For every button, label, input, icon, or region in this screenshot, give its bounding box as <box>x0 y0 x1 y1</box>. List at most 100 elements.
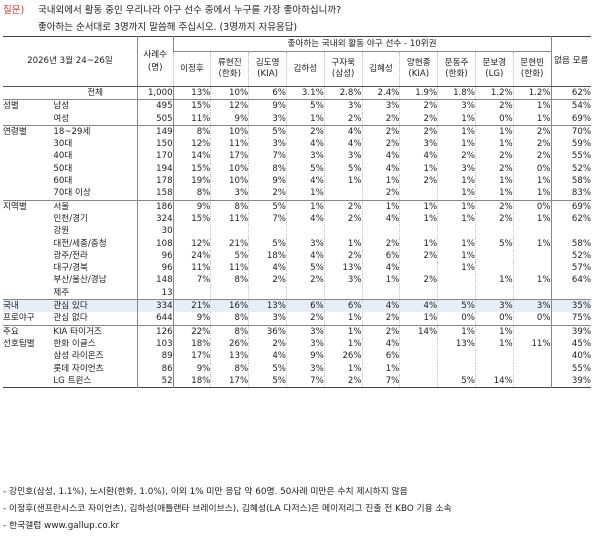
case-count: 334 <box>136 299 174 313</box>
value-cell: 6% <box>361 249 400 263</box>
value-cell: 19% <box>172 175 211 188</box>
value-cell: 1% <box>437 187 476 201</box>
no-answer-cell <box>550 225 591 238</box>
survey-date: 2026년 3월 24~26일 <box>3 36 138 87</box>
table-row: 30대 150 12% 11% 3% 4% 4% 2% 3% 1% 1% 2% 59% <box>3 138 591 151</box>
value-cell: 4% <box>285 249 325 263</box>
value-cell: 3% <box>248 312 287 326</box>
value-cell: 1% <box>512 187 552 201</box>
table-body: 전체 1,000 13% 10% 6% 3.1% 2.8% 2.4% 1.9% 1.8% 1.2% 1… <box>3 85 591 388</box>
value-cell: 1% <box>361 175 400 188</box>
table-row: 70대 이상 158 8% 3% 2% 1% 2% 1% 1% 1% 83% <box>3 187 591 201</box>
value-cell: 1.2% <box>512 85 552 100</box>
value-cell: 2% <box>361 312 400 326</box>
value-cell: 0% <box>512 199 552 213</box>
value-cell <box>172 286 211 300</box>
row-label: 강원 <box>53 226 70 237</box>
value-cell: 1% <box>437 262 476 275</box>
value-cell <box>399 350 438 363</box>
value-cell: 12% <box>172 237 211 250</box>
value-cell: 26% <box>323 350 363 363</box>
value-cell: 2% <box>399 249 438 263</box>
value-cell <box>512 286 552 300</box>
value-cell: 2% <box>399 124 438 139</box>
value-cell: 2.4% <box>361 85 400 100</box>
value-cell: 4% <box>361 150 400 163</box>
question-line-2: 좋아하는 순서대로 3명까지 말씀해 주십시오. (3명까지 자유응답) <box>38 22 298 33</box>
value-cell: 0% <box>437 312 476 326</box>
value-cell: 1% <box>399 162 438 176</box>
table-row: 인천/경기 324 15% 11% 7% 4% 2% 4% 1% 1% 2% 1% 62% <box>3 212 591 226</box>
table-row: 광주/전라 96 24% 5% 18% 4% 2% 6% 2% 1% 52% <box>3 249 591 263</box>
value-cell: 4% <box>285 212 325 226</box>
group-label <box>3 85 54 100</box>
value-cell: 1% <box>323 175 363 188</box>
row-label: LG 트윈스 <box>53 375 92 386</box>
case-count: 324 <box>136 212 174 226</box>
case-count: 148 <box>136 274 174 287</box>
value-cell <box>323 225 363 238</box>
row-label: 인천/경기 <box>53 213 88 224</box>
value-cell: 3% <box>323 99 363 113</box>
value-cell: 2% <box>474 162 514 176</box>
case-count: 158 <box>136 187 174 201</box>
player-header: 문현빈 (한화) <box>512 51 552 87</box>
value-cell: 4% <box>399 150 438 163</box>
case-count: 108 <box>136 237 174 250</box>
group-label: 선호팀별 <box>3 338 35 349</box>
value-cell <box>210 225 249 238</box>
value-cell: 2% <box>361 124 400 139</box>
value-cell: 2% <box>285 124 325 139</box>
value-cell: 12% <box>172 138 211 151</box>
table-row: 삼성 라이온즈 89 17% 13% 4% 9% 26% 6% 40% <box>3 350 591 363</box>
table-row: 강원 30 <box>3 225 591 238</box>
value-cell: 6% <box>323 299 363 313</box>
value-cell: 10% <box>210 85 249 100</box>
no-answer-cell: 70% <box>550 124 591 139</box>
value-cell <box>323 187 363 201</box>
case-count: 30 <box>136 225 174 238</box>
value-cell: 5% <box>248 374 287 388</box>
row-label: KIA 타이거즈 <box>53 324 138 338</box>
value-cell: 2% <box>437 150 476 163</box>
value-cell: 0% <box>512 312 552 326</box>
value-cell <box>399 374 438 388</box>
value-cell: 2% <box>285 274 325 287</box>
group-label <box>3 350 53 362</box>
value-cell <box>474 262 514 275</box>
table-row: 대전/세종/충청 108 12% 21% 5% 3% 1% 2% 1% 1% 5% 1% 58% <box>3 237 591 250</box>
value-cell: 8% <box>210 362 249 375</box>
group-label: 주요 <box>3 324 54 338</box>
no-answer-cell: 52% <box>550 249 591 263</box>
value-cell <box>512 324 552 338</box>
value-cell: 1% <box>361 199 400 213</box>
row-label: 서울 <box>53 199 138 213</box>
value-cell: 4% <box>361 162 400 176</box>
value-cell: 1% <box>437 324 476 338</box>
cases-header: 사례수 (명) <box>136 36 174 87</box>
value-cell: 7% <box>248 212 287 226</box>
value-cell: 1% <box>474 175 514 188</box>
player-header: 문보경 (LG) <box>474 51 514 87</box>
group-label <box>3 175 53 187</box>
value-cell <box>399 262 438 275</box>
no-answer-cell: 35% <box>550 299 591 313</box>
value-cell: 11% <box>210 262 249 275</box>
value-cell: 18% <box>172 374 211 388</box>
group-label <box>3 238 53 250</box>
case-count: 644 <box>136 312 174 326</box>
value-cell <box>512 362 552 375</box>
value-cell: 1% <box>323 312 363 326</box>
value-cell: 2% <box>512 138 552 151</box>
value-cell: 2.8% <box>323 85 363 100</box>
row-label: 제주 <box>53 287 70 298</box>
group-label <box>3 287 53 300</box>
value-cell: 2% <box>248 337 287 351</box>
value-cell: 3% <box>285 362 325 375</box>
group-label: 성별 <box>3 99 54 113</box>
footnotes: - 강민호(삼성, 1.1%), 노시환(한화, 1.0%), 이외 1% 미만… <box>3 484 452 535</box>
value-cell: 4% <box>285 138 325 151</box>
value-cell <box>399 225 438 238</box>
group-label: 프로야구 <box>3 313 35 324</box>
value-cell: 1% <box>474 138 514 151</box>
